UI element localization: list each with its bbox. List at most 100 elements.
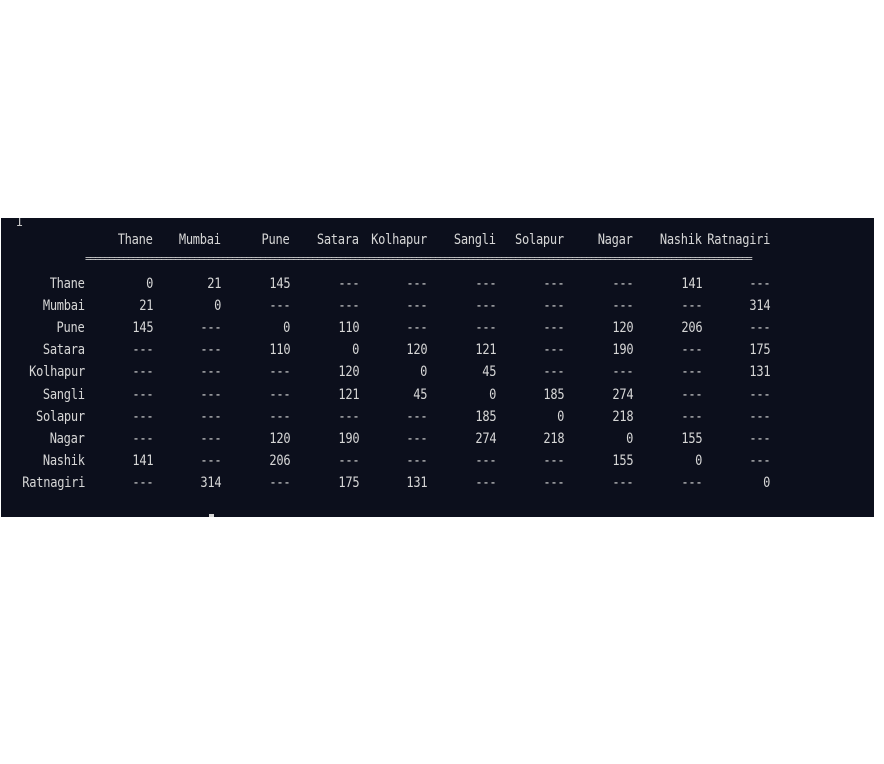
- column-header: Pune: [262, 232, 290, 248]
- distance-cell: 21: [207, 276, 221, 292]
- distance-cell: ---: [269, 408, 290, 425]
- distance-cell: ---: [200, 320, 221, 337]
- distance-cell: 110: [338, 320, 359, 337]
- distance-cell: ---: [749, 386, 770, 403]
- column-header: Thane: [118, 232, 153, 248]
- distance-cell: ---: [269, 474, 290, 491]
- distance-cell: ---: [543, 364, 564, 381]
- distance-cell: 0: [625, 430, 633, 447]
- distance-cell: ---: [269, 386, 290, 403]
- distance-cell: ---: [338, 276, 359, 292]
- distance-cell: 0: [213, 298, 221, 315]
- distance-cell: 145: [132, 320, 153, 337]
- distance-cell: 110: [269, 342, 290, 359]
- distance-cell: ---: [132, 364, 153, 381]
- distance-cell: ---: [612, 474, 633, 491]
- distance-cell: 141: [681, 276, 702, 292]
- distance-cell: ---: [338, 452, 359, 469]
- distance-cell: ---: [475, 320, 496, 337]
- window-edge: [875, 218, 884, 517]
- column-header: Kolhapur: [371, 232, 427, 248]
- distance-cell: 175: [338, 474, 359, 491]
- column-header: Nashik: [660, 232, 702, 248]
- row-label: Solapur: [36, 408, 85, 425]
- column-header: Solapur: [515, 232, 564, 248]
- row-label: Kolhapur: [29, 364, 85, 381]
- distance-cell: 185: [543, 386, 564, 403]
- header-separator: ========================================…: [85, 254, 753, 264]
- distance-cell: ---: [200, 386, 221, 403]
- distance-cell: ---: [612, 276, 633, 292]
- distance-cell: ---: [132, 342, 153, 359]
- distance-cell: ---: [612, 298, 633, 315]
- distance-cell: ---: [269, 298, 290, 315]
- distance-cell: ---: [338, 298, 359, 315]
- distance-cell: ---: [749, 408, 770, 425]
- terminal-cursor: [209, 514, 214, 517]
- distance-cell: ---: [406, 452, 427, 469]
- distance-cell: 175: [749, 342, 770, 359]
- distance-cell: ---: [406, 298, 427, 315]
- distance-cell: 145: [269, 276, 290, 292]
- distance-cell: ---: [749, 276, 770, 292]
- distance-cell: 121: [338, 386, 359, 403]
- distance-cell: 155: [681, 430, 702, 447]
- distance-cell: 155: [612, 452, 633, 469]
- distance-cell: ---: [543, 474, 564, 491]
- distance-cell: 0: [351, 342, 359, 359]
- terminal-window[interactable]: I ======================================…: [1, 218, 874, 517]
- distance-cell: 0: [694, 452, 702, 469]
- text-cursor: I: [16, 218, 24, 229]
- distance-cell: ---: [543, 342, 564, 359]
- distance-cell: ---: [681, 386, 702, 403]
- distance-cell: 120: [406, 342, 427, 359]
- distance-cell: 206: [681, 320, 702, 337]
- distance-cell: 120: [269, 430, 290, 447]
- column-header: Nagar: [598, 232, 633, 248]
- row-label: Mumbai: [43, 298, 85, 315]
- distance-cell: ---: [681, 474, 702, 491]
- distance-cell: ---: [269, 364, 290, 381]
- distance-cell: ---: [132, 386, 153, 403]
- distance-cell: ---: [749, 452, 770, 469]
- distance-cell: ---: [475, 452, 496, 469]
- row-label: Sangli: [43, 386, 85, 403]
- row-label: Pune: [57, 320, 85, 337]
- row-label: Nashik: [43, 452, 85, 469]
- row-label: Thane: [50, 276, 85, 292]
- distance-cell: ---: [475, 474, 496, 491]
- distance-cell: 0: [762, 474, 770, 491]
- distance-cell: 218: [612, 408, 633, 425]
- distance-cell: ---: [612, 364, 633, 381]
- distance-cell: 314: [749, 298, 770, 315]
- distance-cell: ---: [200, 342, 221, 359]
- row-label: Ratnagiri: [22, 474, 85, 491]
- distance-cell: 274: [475, 430, 496, 447]
- distance-cell: ---: [200, 408, 221, 425]
- distance-cell: 45: [482, 364, 496, 381]
- distance-cell: 45: [413, 386, 427, 403]
- row-label: Satara: [43, 342, 85, 359]
- distance-cell: 131: [406, 474, 427, 491]
- distance-cell: 314: [200, 474, 221, 491]
- distance-cell: 274: [612, 386, 633, 403]
- distance-cell: ---: [200, 430, 221, 447]
- distance-cell: ---: [406, 276, 427, 292]
- distance-cell: ---: [200, 364, 221, 381]
- distance-cell: 120: [612, 320, 633, 337]
- distance-cell: 0: [282, 320, 290, 337]
- distance-cell: ---: [406, 430, 427, 447]
- column-header: Satara: [317, 232, 359, 248]
- distance-cell: 218: [543, 430, 564, 447]
- distance-cell: ---: [200, 452, 221, 469]
- distance-cell: ---: [543, 320, 564, 337]
- distance-cell: 21: [139, 298, 153, 315]
- distance-cell: ---: [681, 342, 702, 359]
- distance-cell: ---: [338, 408, 359, 425]
- distance-cell: ---: [749, 320, 770, 337]
- distance-cell: 190: [612, 342, 633, 359]
- distance-cell: ---: [132, 430, 153, 447]
- distance-cell: 0: [145, 276, 153, 292]
- distance-cell: 120: [338, 364, 359, 381]
- column-header: Sangli: [454, 232, 496, 248]
